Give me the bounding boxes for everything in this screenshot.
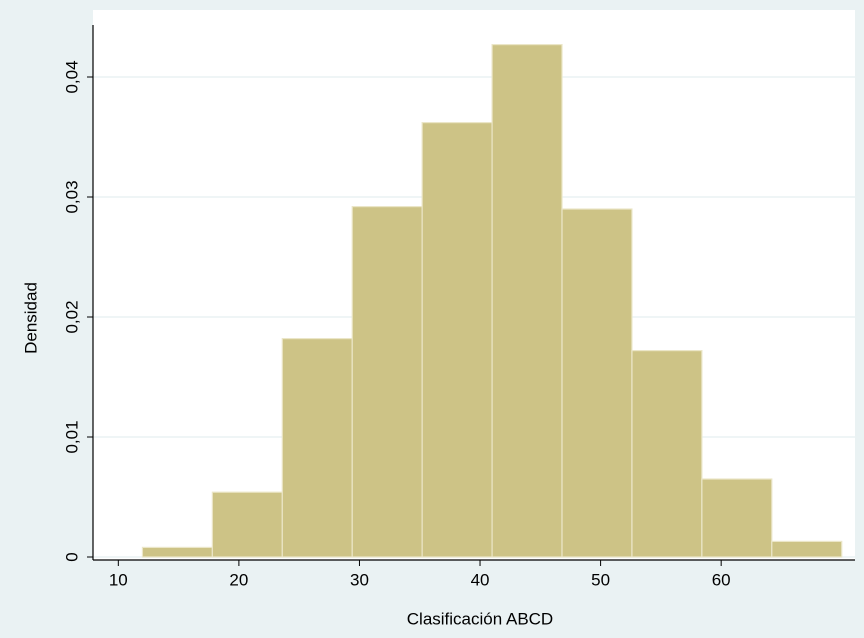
x-tick-label: 10 — [109, 570, 128, 589]
y-tick-label: 0 — [62, 552, 81, 561]
x-axis-title: Clasificación ABCD — [407, 609, 553, 628]
y-tick-label: 0,03 — [62, 180, 81, 213]
bar — [771, 540, 843, 558]
bar — [491, 43, 563, 558]
bar — [211, 491, 283, 558]
x-tick-label: 40 — [471, 570, 490, 589]
y-tick-label: 0,02 — [62, 300, 81, 333]
bar — [421, 121, 493, 558]
bar — [631, 350, 703, 558]
bar — [561, 208, 633, 558]
y-tick-label: 0,04 — [62, 60, 81, 93]
y-axis-title: Densidad — [21, 282, 40, 354]
bar — [141, 546, 213, 558]
bar — [281, 338, 353, 558]
x-tick-label: 20 — [229, 570, 248, 589]
x-tick-label: 50 — [591, 570, 610, 589]
bar — [351, 206, 423, 558]
x-tick-label: 60 — [712, 570, 731, 589]
bar — [701, 478, 773, 558]
y-tick-label: 0,01 — [62, 420, 81, 453]
x-tick-label: 30 — [350, 570, 369, 589]
